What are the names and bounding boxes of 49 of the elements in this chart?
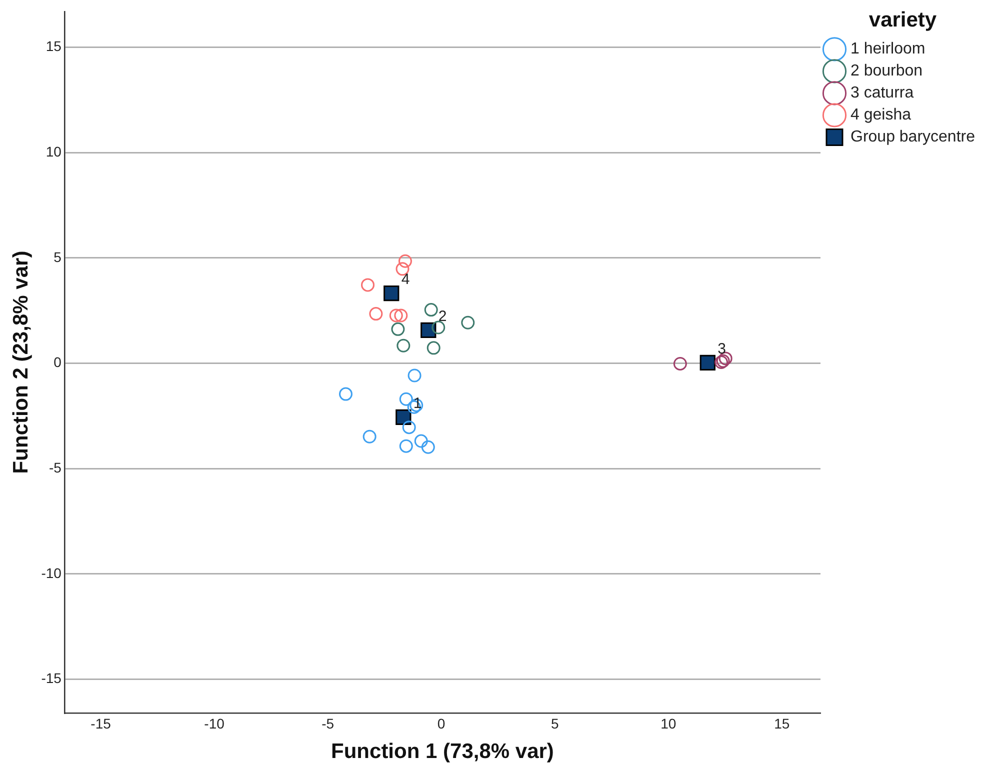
point xyxy=(700,354,716,370)
point xyxy=(389,308,403,322)
point xyxy=(396,409,412,426)
x-tick-label: -15 xyxy=(90,715,112,732)
y-tick-label: -5 xyxy=(48,459,62,476)
point xyxy=(408,368,422,382)
annotation: 2 xyxy=(438,308,447,325)
point xyxy=(362,430,376,444)
point xyxy=(461,316,475,330)
y-tick-label: 15 xyxy=(46,38,62,54)
point xyxy=(420,322,436,338)
x-tick-label: 15 xyxy=(774,715,790,732)
point xyxy=(396,338,410,352)
x-tick-label: 5 xyxy=(550,715,559,732)
y-tick-label: 0 xyxy=(54,354,62,370)
point xyxy=(338,387,352,401)
annotation: 3 xyxy=(718,340,726,358)
point xyxy=(399,439,413,453)
point xyxy=(399,392,413,406)
legend-label: 2 bourbon xyxy=(850,62,923,80)
point xyxy=(361,278,375,292)
y-tick-label: 10 xyxy=(46,144,62,160)
point xyxy=(402,420,416,434)
point xyxy=(394,308,408,322)
legend-label: Group barycentre xyxy=(850,128,976,146)
point xyxy=(369,307,383,321)
legend-label: 3 caturra xyxy=(850,84,914,102)
legend-label: 4 geisha xyxy=(850,106,912,124)
point xyxy=(391,322,405,336)
point xyxy=(421,440,435,454)
point xyxy=(398,254,412,268)
x-tick-label: 0 xyxy=(437,715,446,732)
x-tick-label: -5 xyxy=(322,715,334,732)
y-axis-title: Function 2 (23,8% var) xyxy=(9,250,32,474)
x-tick-label: 10 xyxy=(660,715,676,732)
point xyxy=(414,434,428,448)
legend-title: variety xyxy=(868,8,937,32)
point xyxy=(384,286,400,302)
annotation: 4 xyxy=(401,271,410,288)
x-tick-label: -10 xyxy=(204,715,225,732)
x-axis-title: Function 1 (73,8% var) xyxy=(331,740,554,764)
point xyxy=(426,341,440,355)
point xyxy=(673,356,687,370)
point xyxy=(424,303,438,317)
y-tick-label: -15 xyxy=(41,670,62,686)
y-tick-label: -10 xyxy=(41,564,62,581)
legend-label: 1 heirloom xyxy=(850,40,926,58)
point xyxy=(432,320,446,334)
y-tick-label: 5 xyxy=(54,248,62,265)
